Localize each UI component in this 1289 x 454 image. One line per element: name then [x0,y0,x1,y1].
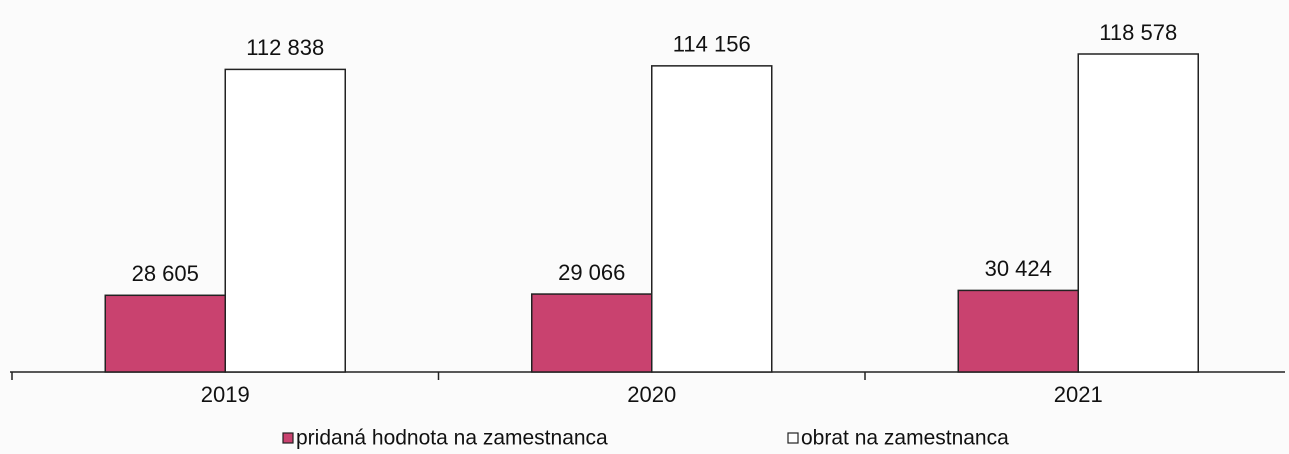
data-label: 118 578 [1099,20,1177,45]
bar [104,294,226,373]
legend-swatch [787,432,799,444]
data-label: 28 605 [132,261,199,286]
legend-swatch [282,432,294,444]
x-tick-label: 2021 [1054,382,1103,407]
data-label: 30 424 [985,256,1052,281]
legend-label: pridaná hodnota na zamestnanca [296,427,608,450]
legend-item: pridaná hodnota na zamestnanca [282,427,608,450]
x-tick-label: 2020 [627,382,676,407]
legend-label: obrat na zamestnanca [801,427,1009,450]
bar [957,289,1079,373]
data-label: 112 838 [246,35,324,60]
bar [531,293,653,373]
data-label: 29 066 [558,260,625,285]
bar [1077,53,1199,373]
legend-item: obrat na zamestnanca [787,427,1009,450]
bar [651,65,773,373]
data-label: 114 156 [673,32,751,57]
bar [224,68,346,373]
x-tick-label: 2019 [201,382,250,407]
